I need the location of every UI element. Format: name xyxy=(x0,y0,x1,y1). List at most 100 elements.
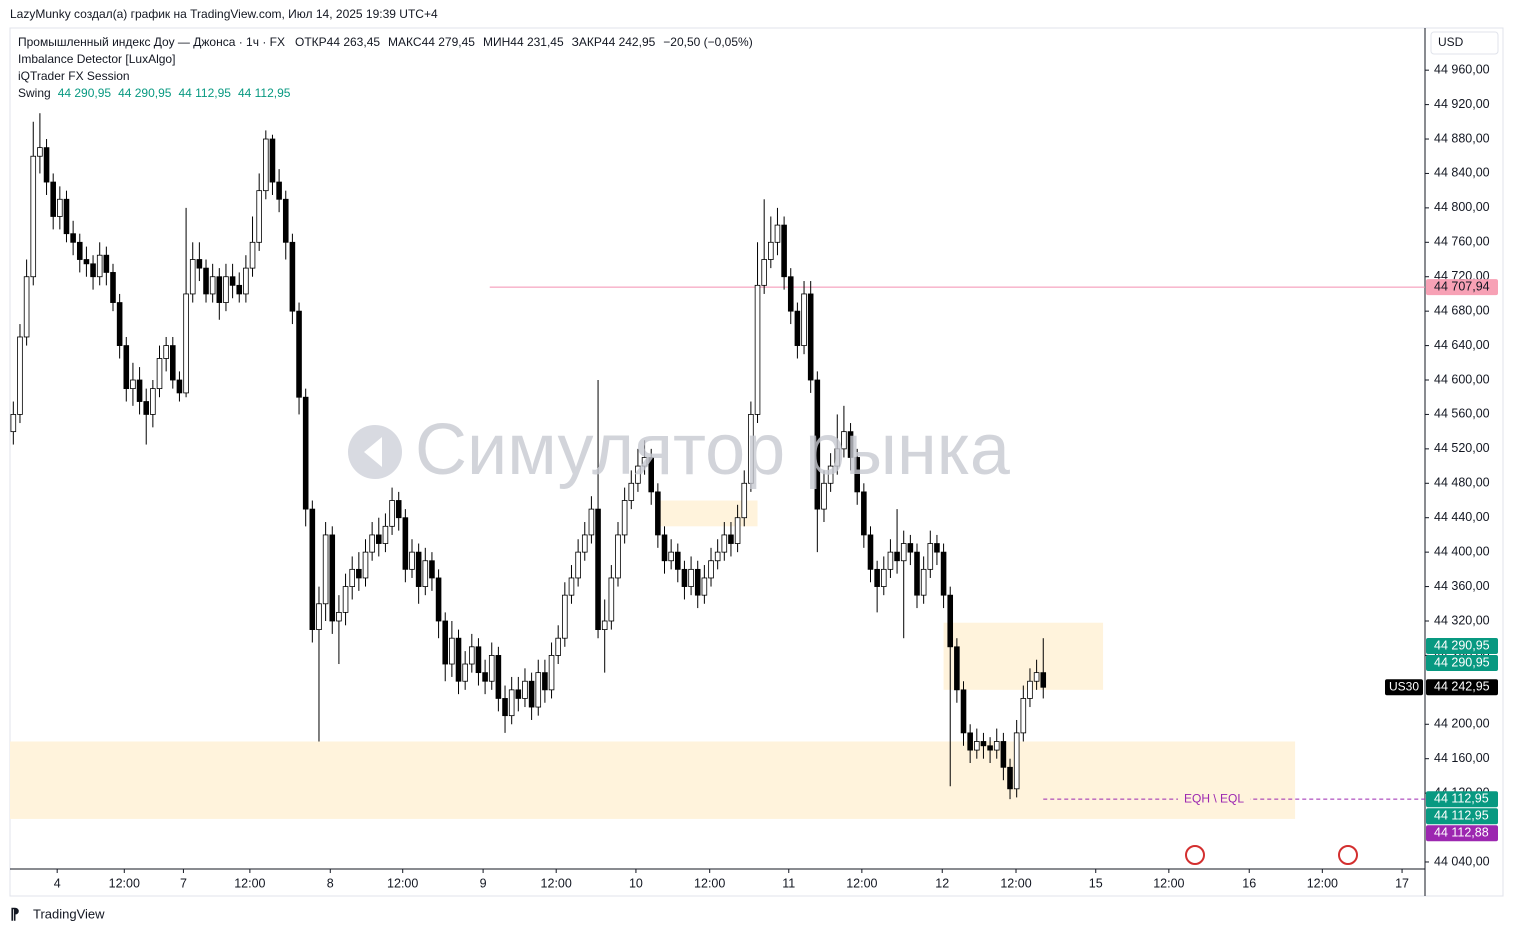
symbol: US30 xyxy=(1389,679,1419,693)
candle-body xyxy=(628,482,635,501)
candle-body xyxy=(256,190,262,243)
y-tick-label: 44 320,00 xyxy=(1434,613,1490,627)
y-tick-label: 44 760,00 xyxy=(1434,235,1490,249)
candle-body xyxy=(17,336,23,415)
candle-body xyxy=(1000,741,1007,768)
candle-body xyxy=(116,302,123,346)
session-zone xyxy=(943,622,1104,690)
y-tick-label: 44 640,00 xyxy=(1434,338,1490,352)
candle-body xyxy=(1013,732,1020,790)
candle-body xyxy=(861,491,867,536)
candle-body xyxy=(203,267,209,295)
x-tick-label: 17 xyxy=(1395,876,1409,890)
price-label-bg xyxy=(1426,637,1498,654)
change: −20,50 (−0,05%) xyxy=(663,35,752,49)
currency-button[interactable] xyxy=(1430,31,1499,55)
candle-body xyxy=(535,672,542,708)
swing-value: 44 112,95 xyxy=(238,86,291,100)
candle-body xyxy=(708,560,714,579)
candle-body xyxy=(316,603,322,630)
candle-body xyxy=(37,147,43,157)
x-tick-label: 12:00 xyxy=(846,876,877,890)
y-tick-label: 44 160,00 xyxy=(1434,751,1490,765)
y-tick-label: 44 360,00 xyxy=(1434,579,1490,593)
event-icon[interactable] xyxy=(1338,845,1358,865)
price-label-bg xyxy=(1426,808,1498,825)
candle-body xyxy=(615,534,621,579)
candle-body xyxy=(974,741,980,751)
y-tick-label: 44 560,00 xyxy=(1434,407,1490,421)
y-tick-label: 44 920,00 xyxy=(1434,97,1490,111)
candle-body xyxy=(309,508,316,630)
candle-body xyxy=(216,276,223,303)
candle-body xyxy=(934,543,940,553)
candle-body xyxy=(914,551,920,596)
candle-body xyxy=(880,568,887,587)
candle-body xyxy=(714,551,721,562)
candle-body xyxy=(635,465,641,484)
candle-body xyxy=(469,646,475,665)
candle-body xyxy=(163,345,169,359)
currency[interactable]: USD xyxy=(1438,35,1464,49)
candle-body xyxy=(900,543,907,562)
candle-body xyxy=(827,465,834,484)
candle-body xyxy=(130,379,136,390)
x-tick-label: 8 xyxy=(327,876,334,890)
x-tick-label: 9 xyxy=(480,876,487,890)
candle-body xyxy=(30,155,37,278)
candle-body xyxy=(1040,672,1047,688)
y-tick-label: 44 480,00 xyxy=(1434,476,1490,490)
price-label-bg xyxy=(1426,679,1498,696)
candle-body xyxy=(322,534,329,605)
candle-body xyxy=(954,646,960,691)
candle-body xyxy=(648,457,655,493)
candle-body xyxy=(329,534,336,622)
price-label: 44 112,95 xyxy=(1434,808,1489,822)
candle-body xyxy=(940,551,947,596)
frame xyxy=(9,27,1504,897)
event-icon[interactable] xyxy=(1185,845,1205,865)
ohlc-value: 44 263,45 xyxy=(327,35,381,49)
eq-label: EQH \ EQL xyxy=(1184,791,1244,805)
candle-body xyxy=(402,517,409,570)
y-tick-label: 44 880,00 xyxy=(1434,131,1490,145)
candle-body xyxy=(987,745,993,751)
ohlc-value: 44 279,45 xyxy=(422,35,476,49)
x-tick-label: 4 xyxy=(54,876,61,890)
x-tick-label: 12:00 xyxy=(387,876,418,890)
brand: TradingView xyxy=(33,906,105,921)
y-tick-label: 44 520,00 xyxy=(1434,441,1490,455)
candle-body xyxy=(694,568,701,596)
candle-body xyxy=(43,147,50,183)
x-tick-label: 12:00 xyxy=(541,876,572,890)
candle-body xyxy=(841,431,847,450)
title: Промышленный индекс Доу — Джонса · 1ч · … xyxy=(18,35,285,49)
candle-body xyxy=(103,254,110,273)
candle-body xyxy=(960,689,967,734)
candle-body xyxy=(488,655,495,682)
y-tick-label: 44 840,00 xyxy=(1434,166,1490,180)
candle-body xyxy=(57,198,63,217)
x-tick-label: 12:00 xyxy=(109,876,140,890)
x-tick-label: 12:00 xyxy=(234,876,265,890)
candle-body xyxy=(847,431,854,458)
candle-body xyxy=(422,560,429,587)
candle-body xyxy=(229,276,236,286)
candle-body xyxy=(70,233,76,243)
candle-body xyxy=(548,655,555,691)
candle-body xyxy=(236,284,243,295)
candle-body xyxy=(123,345,130,390)
candle-body xyxy=(681,568,688,587)
candle-body xyxy=(276,181,282,200)
candle-body xyxy=(675,551,681,570)
candle-body xyxy=(382,525,389,544)
candle-body xyxy=(110,272,116,303)
candle-body xyxy=(575,551,581,579)
watermark-text: Симулятор рынка xyxy=(415,410,1011,490)
candle-body xyxy=(415,551,422,587)
candle-body xyxy=(774,224,781,243)
candle-body xyxy=(176,379,183,394)
x-tick-label: 12:00 xyxy=(1153,876,1184,890)
candle-body xyxy=(196,259,203,269)
y-tick-label: 44 800,00 xyxy=(1434,200,1490,214)
